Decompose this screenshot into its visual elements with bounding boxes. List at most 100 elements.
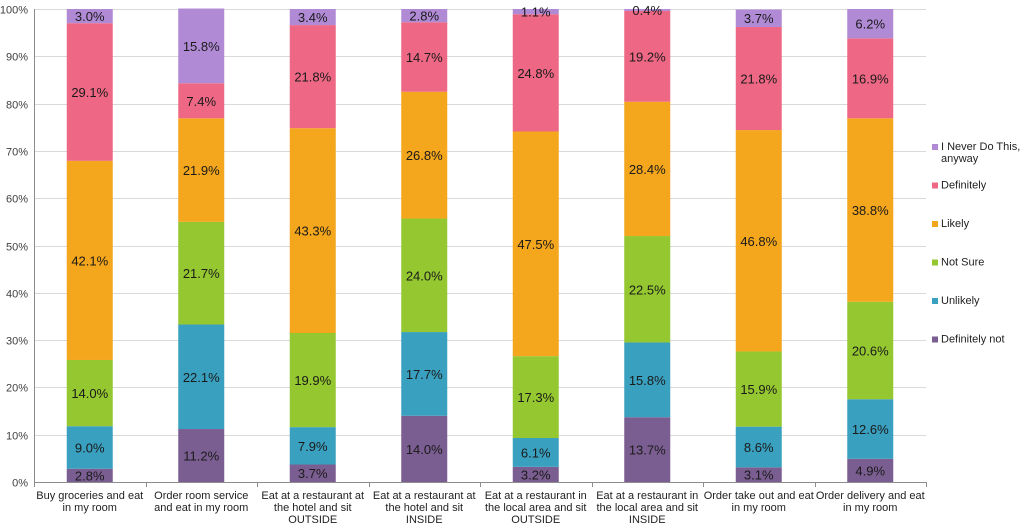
legend-swatch <box>932 298 938 304</box>
bar-segment <box>847 458 894 482</box>
bar-segment <box>401 332 448 416</box>
data-label: 2.8% <box>75 468 105 483</box>
bar-segment <box>512 356 559 439</box>
data-label: 28.4% <box>629 162 666 177</box>
data-label: 21.8% <box>740 72 777 87</box>
y-tick-label: 80% <box>6 100 28 112</box>
x-category-label: Order take out and eat in my room <box>704 490 814 514</box>
data-label: 6.2% <box>855 17 885 32</box>
bar-segment <box>624 417 671 482</box>
data-label: 7.4% <box>186 94 216 109</box>
y-tick-label: 60% <box>6 194 28 206</box>
bar-segment <box>289 9 336 26</box>
x-category-label-line: Buy groceries and eat <box>36 490 143 502</box>
legend-swatch <box>932 182 938 189</box>
bar-segment <box>624 236 671 343</box>
data-label: 3.4% <box>298 10 328 25</box>
bar-segment <box>847 38 894 119</box>
y-tick-label: 30% <box>6 336 28 348</box>
bar-segment <box>66 359 113 427</box>
data-label: 20.6% <box>852 344 889 359</box>
data-labels: 2.8% 9.0% 14.0% 42.1% 29.1% 3.0% 11.2% 22.1% 21.… <box>71 3 889 483</box>
legend: I Never Do This, anyway Definitely Likely No… <box>932 141 1020 346</box>
legend-label-line: Definitely not <box>941 334 1005 346</box>
bar-segment <box>847 9 894 39</box>
data-label: 14.7% <box>406 50 443 65</box>
data-label: 38.8% <box>852 203 889 218</box>
gridlines <box>34 9 926 436</box>
legend-label-line: Definitely <box>941 180 987 192</box>
data-label: 3.7% <box>744 11 774 26</box>
data-label: 42.1% <box>71 253 108 268</box>
x-category-label-line: the local area and sit <box>485 502 587 514</box>
x-category-label: Eat at a restaurant at the hotel and sit O… <box>261 490 364 526</box>
x-category-label-line: Order take out and eat <box>704 490 814 502</box>
bar-segment <box>735 351 782 427</box>
x-category-label: Order delivery and eat in my room <box>816 490 925 514</box>
bar-segment <box>178 429 225 482</box>
bar-segment <box>66 23 113 161</box>
y-tick-label: 90% <box>6 52 28 64</box>
data-label: 19.9% <box>294 373 331 388</box>
legend-label-line: Likely <box>941 218 970 230</box>
bar-segment <box>847 118 894 302</box>
data-label: 14.0% <box>406 442 443 457</box>
data-label: 15.8% <box>183 39 220 54</box>
bar-segment <box>624 10 671 102</box>
data-label: 7.9% <box>298 439 328 454</box>
bar-segment <box>401 22 448 92</box>
data-label: 47.5% <box>517 237 554 252</box>
bar-segment <box>512 466 559 482</box>
bar-segment <box>401 9 448 23</box>
legend-label: Not Sure <box>941 257 984 269</box>
x-category-label-line: in my room <box>732 502 786 514</box>
data-label: 22.1% <box>183 370 220 385</box>
data-label: 13.7% <box>629 443 666 458</box>
data-label: 29.1% <box>71 85 108 100</box>
bar-segment <box>66 468 113 482</box>
bar-segment <box>289 25 336 129</box>
y-tick-label: 20% <box>6 383 28 395</box>
x-category-label-line: Eat at a restaurant in <box>485 490 587 502</box>
x-category-label: Eat at a restaurant in the local area and… <box>596 490 698 526</box>
data-label: 1.1% <box>521 5 551 20</box>
x-category-label-line: Order delivery and eat <box>816 490 925 502</box>
data-label: 16.9% <box>852 71 889 86</box>
legend-label: I Never Do This, anyway <box>941 141 1020 165</box>
data-label: 9.0% <box>75 440 105 455</box>
x-category-label: Eat at a restaurant at the hotel and sit I… <box>373 490 476 526</box>
x-category-label: Order room service and eat in my room <box>154 490 248 514</box>
bar-segment <box>178 221 225 325</box>
y-tick-label: 70% <box>6 147 28 159</box>
data-label: 11.2% <box>183 449 219 464</box>
bar-segment <box>512 9 559 15</box>
data-label: 17.7% <box>406 367 443 382</box>
bar-segment <box>512 438 559 467</box>
bar-segment <box>735 130 782 352</box>
x-category-label-line: the hotel and sit <box>274 502 352 514</box>
x-category-label-line: OUTSIDE <box>288 514 337 526</box>
y-tick-label: 50% <box>6 242 28 254</box>
data-label: 3.0% <box>75 9 105 24</box>
x-category-label-line: Eat at a restaurant at <box>373 490 476 502</box>
data-label: 3.1% <box>744 468 774 483</box>
y-tick-label: 10% <box>6 431 28 443</box>
legend-label: Likely <box>941 218 970 230</box>
data-label: 8.6% <box>744 440 774 455</box>
legend-swatch <box>932 336 938 343</box>
x-category-label-line: and eat in my room <box>154 502 248 514</box>
bars <box>66 8 894 482</box>
bar-segment <box>624 101 671 237</box>
x-category-label-line: Eat at a restaurant in <box>596 490 698 502</box>
data-label: 15.8% <box>629 373 666 388</box>
bar-segment <box>178 8 225 84</box>
x-category-label: Buy groceries and eat in my room <box>36 490 143 514</box>
y-tick-label: 0% <box>12 478 28 490</box>
data-label: 17.3% <box>517 390 554 405</box>
bar-segment <box>624 342 671 418</box>
bar-segment <box>847 301 894 400</box>
x-category-label: Eat at a restaurant in the local area and… <box>485 490 587 526</box>
x-category-label-line: the hotel and sit <box>385 502 463 514</box>
data-label: 3.7% <box>298 466 328 481</box>
